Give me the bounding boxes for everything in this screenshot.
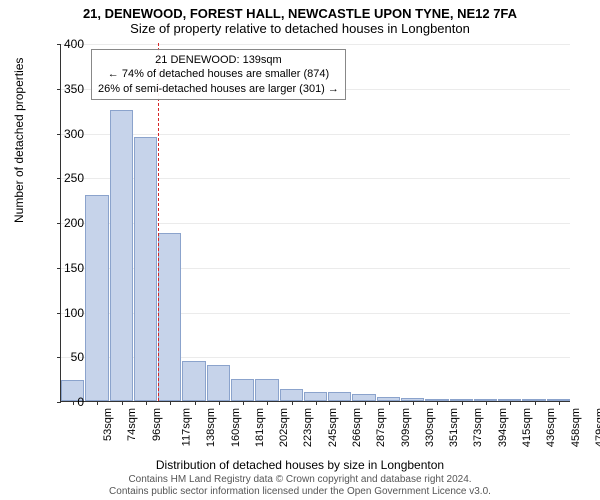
xtick-label: 287sqm: [375, 408, 387, 447]
ytick-label: 300: [64, 127, 84, 141]
xtick: [73, 401, 74, 405]
ytick: [57, 134, 61, 135]
ytick: [57, 357, 61, 358]
histogram-bar: [352, 394, 375, 401]
histogram-bar: [328, 392, 351, 401]
xtick: [267, 401, 268, 405]
xtick: [219, 401, 220, 405]
xtick: [389, 401, 390, 405]
xtick-label: 394sqm: [497, 408, 509, 447]
ytick-label: 0: [77, 395, 84, 409]
chart-title-main: 21, DENEWOOD, FOREST HALL, NEWCASTLE UPO…: [0, 0, 600, 21]
histogram-bar: [304, 392, 327, 401]
xtick-label: 202sqm: [278, 408, 290, 447]
ytick-label: 250: [64, 171, 84, 185]
gridline: [61, 44, 570, 45]
ytick: [57, 402, 61, 403]
ytick: [57, 89, 61, 90]
footer-line2: Contains public sector information licen…: [0, 486, 600, 498]
x-axis-label: Distribution of detached houses by size …: [0, 458, 600, 472]
gridline: [61, 134, 570, 135]
xtick: [365, 401, 366, 405]
xtick-label: 373sqm: [473, 408, 485, 447]
plot-area: 21 DENEWOOD: 139sqm ← 74% of detached ho…: [60, 44, 570, 402]
ytick: [57, 44, 61, 45]
histogram-bar: [207, 365, 230, 401]
xtick-label: 96sqm: [151, 408, 163, 441]
annotation-line3: 26% of semi-detached houses are larger (…: [98, 82, 339, 96]
ytick-label: 350: [64, 82, 84, 96]
xtick: [316, 401, 317, 405]
xtick-label: 330sqm: [424, 408, 436, 447]
ytick: [57, 268, 61, 269]
ytick-label: 150: [64, 261, 84, 275]
histogram-bar: [182, 361, 205, 401]
xtick: [146, 401, 147, 405]
histogram-bar: [134, 137, 157, 401]
xtick: [292, 401, 293, 405]
ytick-label: 100: [64, 306, 84, 320]
xtick: [559, 401, 560, 405]
xtick-label: 223sqm: [303, 408, 315, 447]
ytick-label: 400: [64, 37, 84, 51]
xtick: [462, 401, 463, 405]
ytick: [57, 313, 61, 314]
xtick-label: 53sqm: [102, 408, 114, 441]
footer: Contains HM Land Registry data © Crown c…: [0, 474, 600, 498]
annotation-line2: ← 74% of detached houses are smaller (87…: [98, 67, 339, 81]
xtick: [340, 401, 341, 405]
histogram-bar: [280, 389, 303, 401]
annotation-box: 21 DENEWOOD: 139sqm ← 74% of detached ho…: [91, 49, 346, 100]
xtick: [195, 401, 196, 405]
xtick: [486, 401, 487, 405]
ytick-label: 50: [71, 350, 84, 364]
xtick-label: 266sqm: [351, 408, 363, 447]
xtick-label: 415sqm: [521, 408, 533, 447]
histogram-bar: [85, 195, 108, 401]
xtick-label: 160sqm: [230, 408, 242, 447]
chart-title-sub: Size of property relative to detached ho…: [0, 21, 600, 38]
xtick-label: 117sqm: [180, 408, 192, 446]
xtick: [97, 401, 98, 405]
ytick: [57, 223, 61, 224]
y-axis-label: Number of detached properties: [12, 58, 26, 223]
histogram-bar: [158, 233, 181, 401]
histogram-bar: [255, 379, 278, 401]
xtick: [510, 401, 511, 405]
chart-container: 21, DENEWOOD, FOREST HALL, NEWCASTLE UPO…: [0, 0, 600, 500]
xtick-label: 74sqm: [126, 408, 138, 441]
xtick: [535, 401, 536, 405]
xtick-label: 309sqm: [400, 408, 412, 447]
footer-line1: Contains HM Land Registry data © Crown c…: [0, 474, 600, 486]
histogram-bar: [231, 379, 254, 401]
xtick-label: 351sqm: [448, 408, 460, 447]
xtick: [170, 401, 171, 405]
xtick-label: 181sqm: [254, 408, 266, 447]
xtick: [243, 401, 244, 405]
annotation-line1: 21 DENEWOOD: 139sqm: [98, 53, 339, 67]
xtick-label: 458sqm: [570, 408, 582, 447]
xtick: [413, 401, 414, 405]
ytick: [57, 178, 61, 179]
xtick: [437, 401, 438, 405]
histogram-bar: [110, 110, 133, 401]
xtick-label: 138sqm: [205, 408, 217, 447]
xtick: [122, 401, 123, 405]
xtick-label: 245sqm: [327, 408, 339, 447]
xtick-label: 436sqm: [545, 408, 557, 447]
ytick-label: 200: [64, 216, 84, 230]
xtick-label: 479sqm: [594, 408, 600, 447]
